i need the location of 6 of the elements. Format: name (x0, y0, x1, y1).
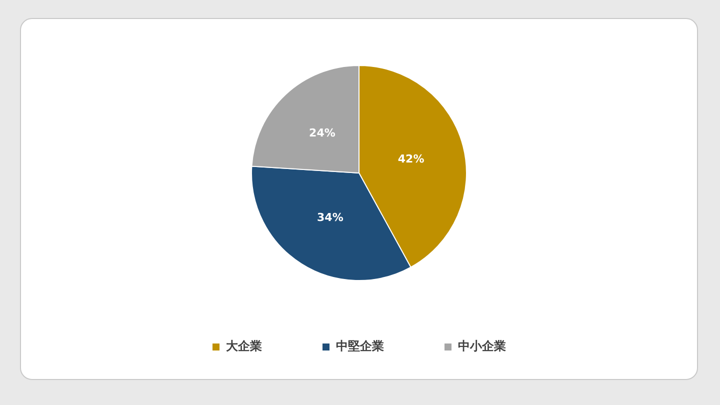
legend-label: 中小企業 (458, 339, 506, 354)
legend-label: 中堅企業 (336, 339, 384, 354)
data-label: 42% (398, 152, 424, 166)
data-label: 24% (309, 126, 336, 140)
data-label: 34% (317, 211, 344, 224)
legend-label: 大企業 (226, 339, 262, 354)
